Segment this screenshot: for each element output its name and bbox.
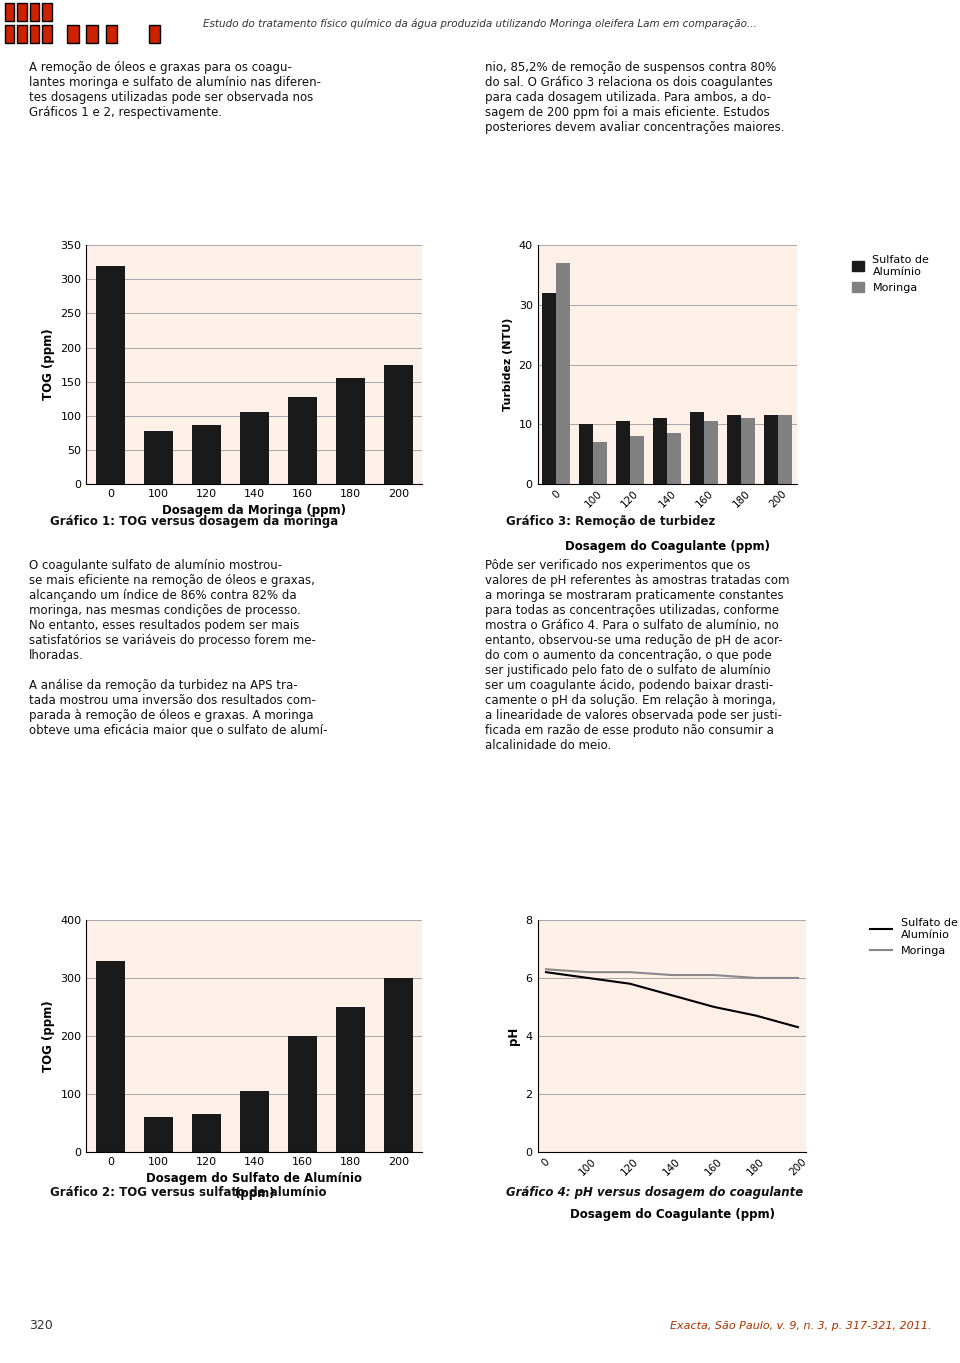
X-axis label: Dosagem do Sulfato de Alumínio
(ppm): Dosagem do Sulfato de Alumínio (ppm) (146, 1172, 362, 1201)
Sulfato de
Alumínio (792, 1020, 804, 1036)
X-axis label: Dosagem do Coagulante (ppm): Dosagem do Coagulante (ppm) (564, 540, 770, 553)
Bar (690, 412, 705, 484)
Text: Gráfico 1: TOG versus dosagem da moringa: Gráfico 1: TOG versus dosagem da moringa (50, 515, 338, 527)
Line: Moringa: Moringa (546, 969, 798, 979)
Bar (705, 421, 718, 484)
Text: Estudo do tratamento físico químico da água produzida utilizando Moringa oleifer: Estudo do tratamento físico químico da á… (204, 19, 756, 29)
Bar (579, 424, 593, 484)
Text: nio, 85,2% de remoção de suspensos contra 80%
do sal. O Gráfico 3 relaciona os d: nio, 85,2% de remoção de suspensos contr… (485, 61, 784, 135)
Bar (630, 436, 644, 484)
Bar (616, 421, 630, 484)
Bar (741, 418, 756, 484)
Bar (542, 293, 556, 484)
Y-axis label: pH: pH (507, 1026, 520, 1045)
FancyBboxPatch shape (17, 3, 27, 22)
Y-axis label: TOG (ppm): TOG (ppm) (42, 328, 55, 401)
Moringa (582, 964, 593, 980)
FancyBboxPatch shape (67, 25, 79, 42)
X-axis label: Dosagem do Coagulante (ppm): Dosagem do Coagulante (ppm) (569, 1208, 775, 1221)
Moringa (540, 961, 552, 977)
Sulfato de
Alumínio (666, 987, 678, 1003)
Bar (144, 431, 173, 484)
Bar (556, 263, 570, 484)
Y-axis label: Turbidez (NTU): Turbidez (NTU) (503, 318, 513, 412)
Legend: Sulfato de
Alumínio, Moringa: Sulfato de Alumínio, Moringa (865, 915, 960, 960)
Bar (384, 364, 413, 484)
Legend: Sulfato de
Alumínio, Moringa: Sulfato de Alumínio, Moringa (848, 251, 934, 297)
FancyBboxPatch shape (17, 25, 27, 42)
Bar (667, 433, 682, 484)
Bar (336, 1007, 365, 1152)
Text: Gráfico 4: pH versus dosagem do coagulante: Gráfico 4: pH versus dosagem do coagulan… (506, 1186, 804, 1199)
Moringa (751, 970, 762, 987)
Bar (240, 412, 269, 484)
Sulfato de
Alumínio (582, 970, 593, 987)
X-axis label: Dosagem da Moringa (ppm): Dosagem da Moringa (ppm) (162, 504, 347, 518)
Text: Gráfico 2: TOG versus sulfato de alumínio: Gráfico 2: TOG versus sulfato de alumíni… (50, 1186, 326, 1199)
Bar (779, 416, 792, 484)
Bar (653, 418, 667, 484)
Sulfato de
Alumínio (624, 976, 636, 992)
FancyBboxPatch shape (5, 25, 14, 42)
Text: Gráfico 3: Remoção de turbidez: Gráfico 3: Remoção de turbidez (506, 515, 715, 527)
Bar (96, 961, 125, 1152)
Moringa (666, 966, 678, 983)
Bar (144, 1118, 173, 1152)
Sulfato de
Alumínio (708, 999, 720, 1015)
Sulfato de
Alumínio (540, 964, 552, 980)
Bar (336, 378, 365, 484)
Text: Exacta, São Paulo, v. 9, n. 3, p. 317-321, 2011.: Exacta, São Paulo, v. 9, n. 3, p. 317-32… (670, 1321, 931, 1330)
Line: Sulfato de
Alumínio: Sulfato de Alumínio (546, 972, 798, 1028)
FancyBboxPatch shape (30, 3, 39, 22)
FancyBboxPatch shape (5, 3, 14, 22)
Text: Pôde ser verificado nos experimentos que os
valores de pH referentes às amostras: Pôde ser verificado nos experimentos que… (485, 559, 789, 752)
Bar (727, 416, 741, 484)
FancyBboxPatch shape (30, 25, 39, 42)
Bar (288, 1036, 317, 1152)
Bar (764, 416, 779, 484)
FancyBboxPatch shape (149, 25, 160, 42)
Bar (593, 442, 608, 484)
Moringa (624, 964, 636, 980)
Text: A remoção de óleos e graxas para os coagu-
lantes moringa e sulfato de alumínio : A remoção de óleos e graxas para os coag… (29, 61, 321, 120)
Bar (192, 1114, 221, 1152)
Text: O coagulante sulfato de alumínio mostrou-
se mais eficiente na remoção de óleos : O coagulante sulfato de alumínio mostrou… (29, 559, 327, 737)
Moringa (708, 966, 720, 983)
Bar (288, 398, 317, 484)
Bar (240, 1090, 269, 1152)
Moringa (792, 970, 804, 987)
Bar (96, 266, 125, 484)
FancyBboxPatch shape (42, 25, 52, 42)
FancyBboxPatch shape (86, 25, 98, 42)
Bar (192, 424, 221, 484)
FancyBboxPatch shape (42, 3, 52, 22)
Bar (384, 979, 413, 1152)
Sulfato de
Alumínio (751, 1007, 762, 1024)
Text: 320: 320 (29, 1319, 53, 1332)
FancyBboxPatch shape (106, 25, 117, 42)
Y-axis label: TOG (ppm): TOG (ppm) (42, 1000, 55, 1071)
